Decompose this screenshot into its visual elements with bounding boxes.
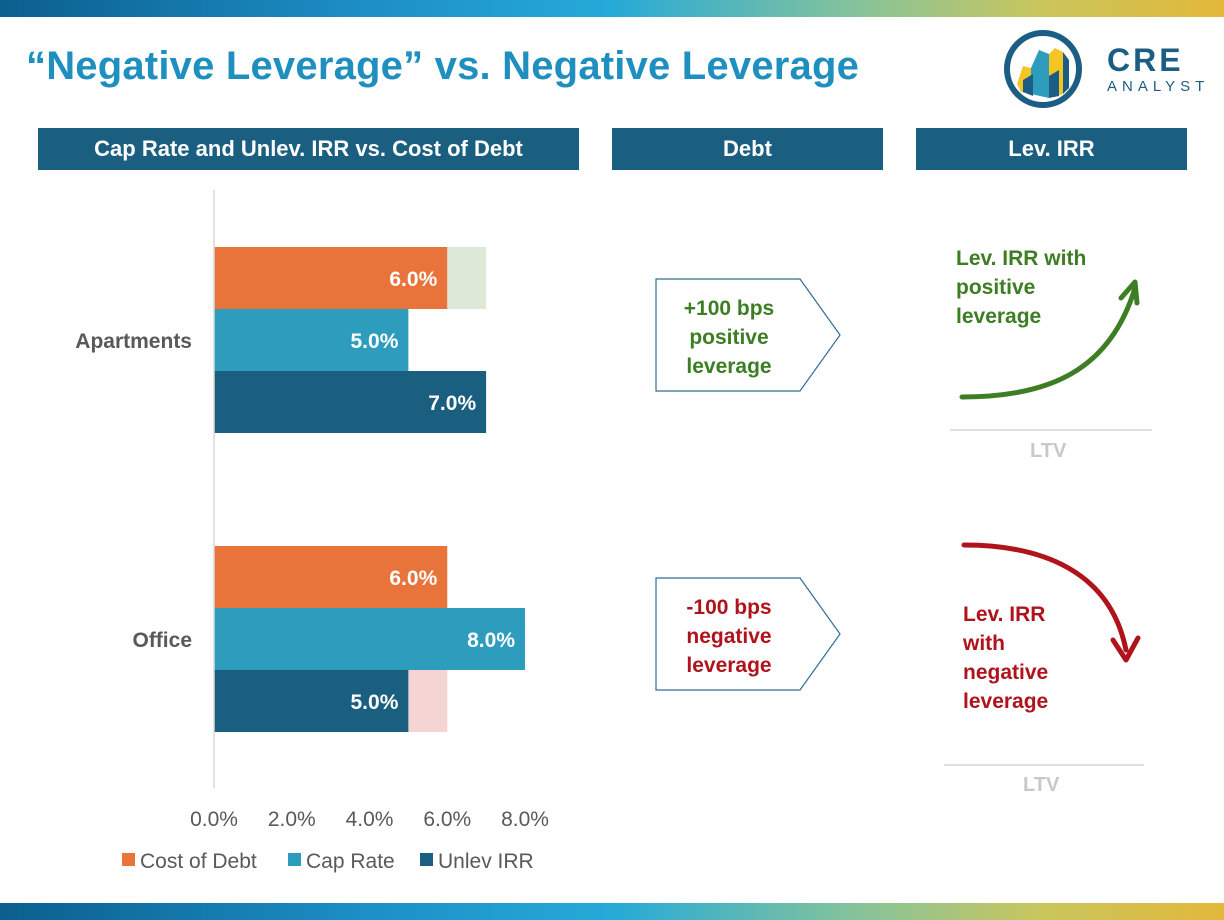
- data-label-office-cost-of-debt: 6.0%: [389, 567, 437, 590]
- bar-apartments-cap-rate: [214, 309, 409, 371]
- negative-spread-line3: leverage: [686, 654, 772, 677]
- positive-spread-chevron: [655, 278, 841, 392]
- legend-label-cost-of-debt: Cost of Debt: [140, 850, 257, 873]
- bar-office-cap-rate: [214, 608, 525, 670]
- page-title: “Negative Leverage” vs. Negative Leverag…: [26, 44, 860, 88]
- data-label-apartments-cost-of-debt: 6.0%: [389, 268, 437, 291]
- logo-text-main: CRE: [1107, 42, 1184, 78]
- data-label-apartments-cap-rate: 5.0%: [351, 330, 399, 353]
- negative-spread-text: -100 bps negative leverage: [650, 593, 808, 680]
- bar-chart: 6.0% 5.0% 7.0% Apartments 6.0% 8.0% 5.0% Office…: [75, 190, 549, 873]
- negative-lev-irr-curve: [944, 542, 1144, 766]
- x-tick-label-2: 4.0%: [346, 808, 394, 831]
- negative-spread-chevron: [655, 577, 841, 691]
- bar-office-unlev-irr: [214, 670, 409, 732]
- negative-lev-irr-line3: negative: [963, 661, 1049, 684]
- logo-emblem-icon: [1004, 30, 1082, 108]
- legend-label-unlev-irr: Unlev IRR: [438, 850, 534, 873]
- negative-lev-irr-line4: leverage: [963, 690, 1049, 713]
- negative-spread-line2: negative: [686, 625, 772, 648]
- positive-lev-irr-line3: leverage: [956, 305, 1042, 328]
- positive-lev-irr-line2: positive: [956, 276, 1036, 299]
- x-tick-label-0: 0.0%: [190, 808, 238, 831]
- positive-lev-irr-line1: Lev. IRR with: [956, 247, 1087, 270]
- cre-analyst-logo: CRE ANALYST: [1003, 28, 1205, 110]
- x-tick-label-3: 6.0%: [423, 808, 471, 831]
- spread-highlight-apartments: [447, 247, 487, 309]
- positive-lev-irr-curve: [950, 279, 1152, 431]
- bar-office-cost-of-debt: [214, 546, 448, 608]
- bar-apartments-unlev-irr: [214, 371, 487, 433]
- bottom-gradient-bar: [0, 903, 1224, 920]
- positive-lev-irr-label: Lev. IRR with positive leverage: [956, 244, 1086, 331]
- x-tick-label-1: 2.0%: [268, 808, 316, 831]
- data-label-office-cap-rate: 8.0%: [467, 629, 515, 652]
- positive-spread-line2: positive: [689, 326, 769, 349]
- debt-section-header: Debt: [612, 128, 883, 170]
- negative-lev-irr-label: Lev. IRR with negative leverage: [963, 600, 1048, 716]
- chart-section-header: Cap Rate and Unlev. IRR vs. Cost of Debt: [38, 128, 579, 170]
- legend-swatch-cost-of-debt: [122, 853, 135, 866]
- legend-swatch-cap-rate: [288, 853, 301, 866]
- data-label-apartments-unlev-irr: 7.0%: [428, 392, 476, 415]
- positive-spread-line1: +100 bps: [683, 297, 775, 320]
- category-label-office: Office: [132, 629, 192, 652]
- x-tick-label-4: 8.0%: [501, 808, 549, 831]
- data-label-office-unlev-irr: 5.0%: [351, 691, 399, 714]
- legend-swatch-unlev-irr: [420, 853, 433, 866]
- top-gradient-bar: [0, 0, 1224, 17]
- bar-apartments-cost-of-debt: [214, 247, 448, 309]
- negative-lev-irr-line1: Lev. IRR: [963, 603, 1046, 626]
- legend-label-cap-rate: Cap Rate: [306, 850, 395, 873]
- positive-spread-line3: leverage: [686, 355, 772, 378]
- positive-ltv-axis-label: LTV: [1030, 440, 1067, 462]
- positive-spread-text: +100 bps positive leverage: [650, 294, 808, 381]
- logo-text-sub: ANALYST: [1107, 78, 1210, 95]
- negative-spread-line1: -100 bps: [686, 596, 772, 619]
- spread-highlight-office: [408, 670, 448, 732]
- negative-ltv-axis-label: LTV: [1023, 774, 1060, 796]
- negative-lev-irr-line2: with: [963, 632, 1005, 655]
- category-label-apartments: Apartments: [75, 330, 192, 353]
- lev-irr-section-header: Lev. IRR: [916, 128, 1187, 170]
